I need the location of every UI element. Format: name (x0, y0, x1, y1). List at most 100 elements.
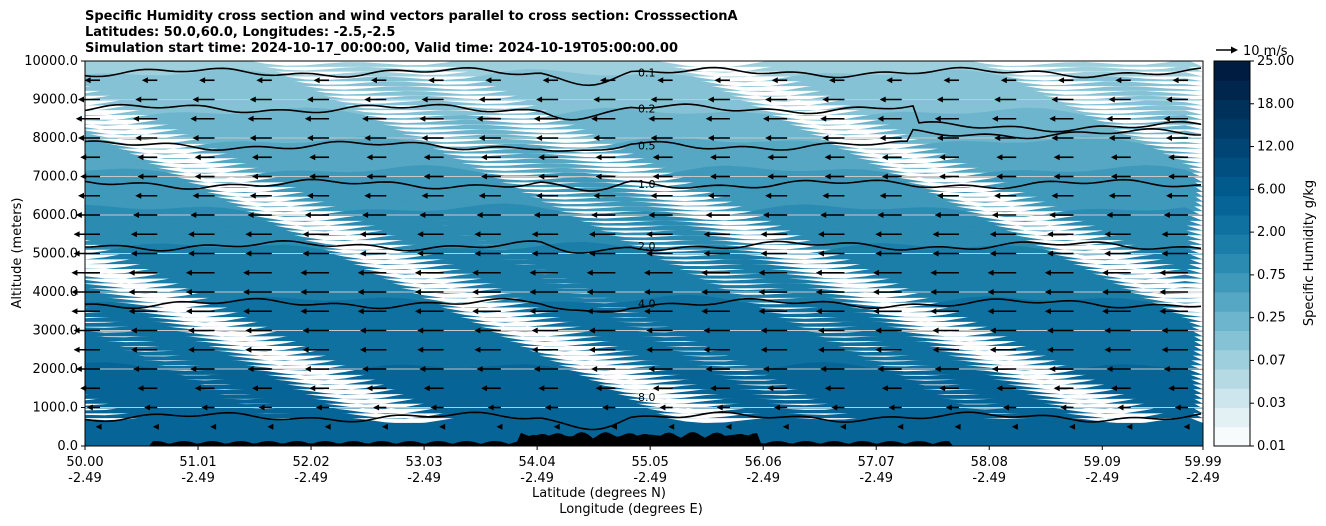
wind-vector (588, 327, 616, 334)
wind-vector (760, 327, 788, 334)
wind-vector-head (485, 77, 492, 84)
wind-vector-head (414, 269, 421, 276)
wind-vector (188, 327, 215, 334)
wind-vector-head (1174, 404, 1181, 411)
wind-vector (414, 289, 444, 295)
wind-vector (824, 154, 845, 161)
x-tick-label-lat: 53.03 (405, 455, 442, 470)
wind-vector (1047, 346, 1074, 353)
wind-vector-head (419, 212, 426, 218)
y-tick-label: 3000.0 (33, 324, 79, 339)
wind-vector (357, 269, 387, 276)
wind-vector-head (194, 173, 201, 180)
wind-vector-head (414, 308, 421, 315)
wind-vector-head (703, 231, 710, 238)
wind-vector-head (881, 154, 888, 161)
wind-vector (646, 346, 673, 353)
wind-vector (987, 269, 1017, 276)
wind-vector-head (1069, 423, 1076, 430)
wind-vector-head (130, 346, 137, 353)
wind-vector-head (84, 77, 91, 84)
wind-vector (1104, 231, 1131, 238)
wind-vector-head (533, 212, 540, 218)
wind-vector (362, 115, 387, 122)
wind-vector-head (989, 327, 996, 334)
wind-vector-head (875, 346, 882, 353)
wind-vector (765, 96, 788, 103)
wind-vector (767, 385, 788, 392)
humidity-band (85, 155, 1203, 169)
wind-vector (1126, 423, 1133, 430)
wind-vector-head (309, 385, 316, 392)
wind-vector-head (644, 289, 651, 295)
colorbar-tick-label: 0.01 (1257, 439, 1286, 454)
wind-vector-head (820, 366, 827, 372)
wind-vector (533, 366, 559, 372)
wind-vector (767, 173, 788, 180)
wind-vector (939, 385, 959, 392)
wind-vector (366, 173, 387, 180)
wind-vector-head (1053, 173, 1060, 180)
wind-vector-head (135, 135, 142, 141)
colorbar-band (1214, 330, 1250, 351)
wind-vector (245, 327, 272, 334)
wind-vector-head (875, 250, 882, 257)
wind-vector-head (190, 212, 197, 218)
wind-vector-head (932, 327, 939, 334)
wind-vector-head (824, 385, 831, 392)
x-tick-label-lat: 56.06 (745, 455, 782, 470)
wind-vector-head (536, 135, 543, 141)
wind-vector (381, 423, 388, 430)
wind-vector (476, 366, 501, 372)
wind-vector (430, 404, 444, 411)
wind-vector-head (989, 250, 996, 257)
wind-vector (646, 231, 673, 238)
wind-vector-head (1108, 135, 1115, 141)
wind-vector-head (362, 115, 369, 122)
wind-vector (474, 250, 501, 257)
wind-vector-head (302, 250, 309, 257)
terrain-silhouette (85, 432, 1203, 446)
y-tick-label: 9000.0 (33, 93, 79, 108)
wind-vector (877, 115, 902, 122)
colorbar-band (1214, 407, 1250, 428)
wind-vector (934, 212, 959, 218)
wind-vector-head (538, 385, 545, 392)
wind-vector (359, 346, 387, 353)
wind-vector (188, 346, 215, 353)
wind-vector (782, 423, 789, 430)
wind-vector-head (1053, 154, 1060, 161)
wind-vector (650, 192, 673, 199)
wind-vector (591, 115, 616, 122)
wind-vector (644, 308, 673, 315)
wind-vector (939, 154, 959, 161)
wind-vector-head (765, 135, 772, 141)
wind-vector (707, 192, 730, 199)
y-tick-label: 7000.0 (33, 170, 79, 185)
wind-vector-head (141, 77, 148, 84)
wind-vector-head (256, 77, 263, 84)
wind-vector (934, 115, 959, 122)
wind-vector (710, 385, 730, 392)
wind-vector-head (86, 404, 93, 411)
wind-vector (989, 327, 1017, 334)
wind-vector-head (782, 423, 789, 430)
wind-vector (73, 346, 100, 353)
wind-vector-head (586, 269, 593, 276)
contour-label: 4.0 (638, 298, 656, 311)
wind-vector (725, 423, 732, 430)
wind-vector-head (650, 96, 657, 103)
wind-vector-head (818, 327, 825, 334)
wind-vector (472, 289, 501, 295)
wind-vector (472, 308, 501, 315)
wind-vector-head (1049, 115, 1056, 122)
wind-vector (767, 154, 788, 161)
wind-vector (652, 154, 673, 161)
colorbar-band (1214, 99, 1250, 120)
wind-vector-head (648, 212, 655, 218)
wind-vector (1051, 192, 1074, 199)
wind-vector-head (646, 327, 653, 334)
wind-vector-head (472, 269, 479, 276)
wind-vector (831, 404, 845, 411)
wind-vector-head (762, 212, 769, 218)
